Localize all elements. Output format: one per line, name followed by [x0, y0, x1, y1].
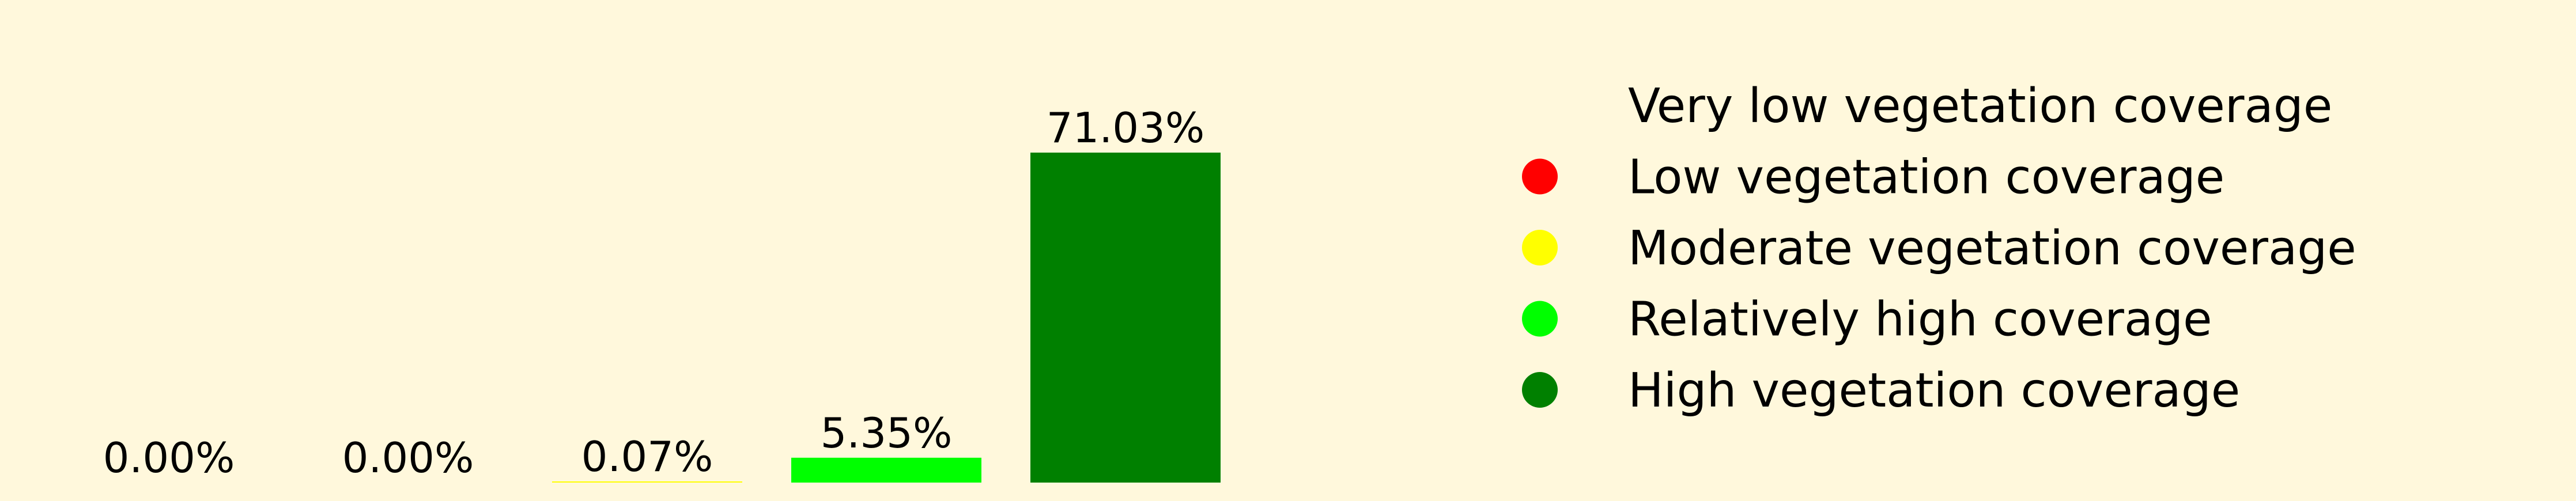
legend-marker-1: [1522, 158, 1558, 195]
legend-label-0: Very low vegetation coverage: [1628, 79, 2332, 134]
legend-label-4: High vegetation coverage: [1628, 363, 2240, 418]
legend-marker-2: [1522, 230, 1558, 265]
bar-3: [791, 457, 981, 483]
legend: Very low vegetation coverage Low vegetati…: [1522, 79, 2356, 418]
legend-label-3: Relatively high coverage: [1628, 293, 2212, 347]
data-labels-group: 0.00% 0.00% 0.07% 5.35% 71.03%: [103, 104, 1205, 482]
data-label-0: 0.00%: [103, 434, 235, 482]
legend-label-2: Moderate vegetation coverage: [1628, 221, 2356, 276]
data-label-1: 0.00%: [342, 434, 474, 482]
legend-marker-0: [1522, 88, 1558, 123]
legend-marker-4: [1522, 372, 1558, 408]
data-label-2: 0.07%: [581, 432, 713, 481]
bar-4: [1030, 153, 1221, 483]
bar-2: [552, 481, 742, 483]
bars-group: [552, 153, 1221, 483]
legend-label-1: Low vegetation coverage: [1628, 150, 2224, 205]
legend-marker-3: [1522, 301, 1558, 337]
data-label-4: 71.03%: [1047, 104, 1205, 152]
data-label-3: 5.35%: [821, 409, 953, 457]
